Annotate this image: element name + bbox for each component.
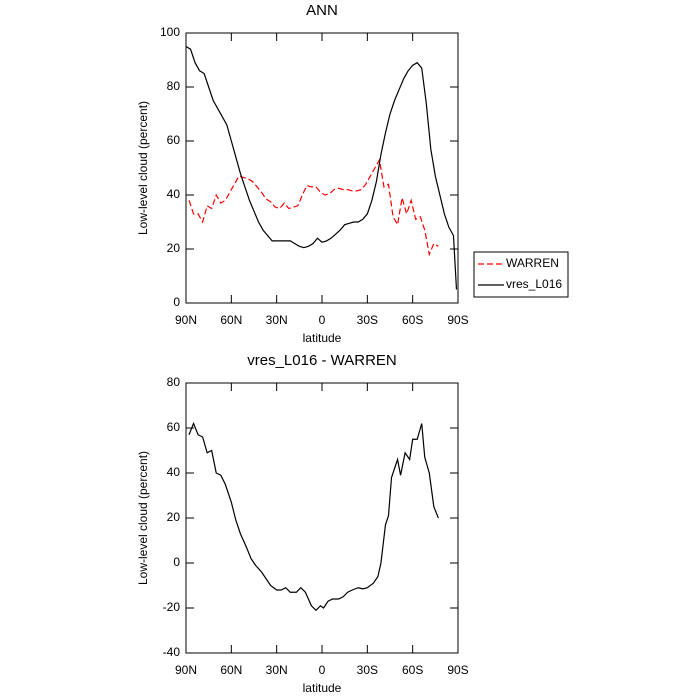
x-tick-label: 60S	[402, 663, 423, 677]
plot-frame	[185, 382, 459, 654]
x-tick-label: 0	[319, 313, 326, 327]
x-tick-label: 90S	[447, 663, 468, 677]
y-tick-label: 80	[167, 375, 181, 389]
x-tick-label: 30N	[266, 663, 288, 677]
x-tick-label: 90S	[447, 313, 468, 327]
x-axis-title: latitude	[303, 681, 342, 695]
x-tick-label: 60N	[220, 663, 242, 677]
x-tick-label: 30S	[357, 313, 378, 327]
y-axis-title: Low-level cloud (percent)	[136, 101, 150, 235]
data-line	[188, 421, 439, 612]
y-tick-label: 40	[167, 187, 181, 201]
y-tick-label: 40	[167, 465, 181, 479]
legend-box	[473, 251, 569, 298]
legend-label: WARREN	[506, 256, 559, 270]
y-axis-title: Low-level cloud (percent)	[136, 451, 150, 585]
y-tick-label: 80	[167, 79, 181, 93]
x-tick-label: 30N	[266, 313, 288, 327]
x-tick-label: 0	[319, 663, 326, 677]
x-axis-title: latitude	[303, 331, 342, 345]
y-tick-label: -40	[163, 645, 181, 659]
y-tick-label: 0	[173, 295, 180, 309]
y-tick-label: 20	[167, 510, 181, 524]
data-line	[188, 158, 439, 257]
y-tick-label: -20	[163, 600, 181, 614]
chart-title: ANN	[306, 2, 338, 19]
y-tick-label: 20	[167, 241, 181, 255]
y-tick-label: 60	[167, 133, 181, 147]
data-line	[185, 45, 458, 290]
y-tick-label: 60	[167, 420, 181, 434]
x-tick-label: 30S	[357, 663, 378, 677]
plot-frame	[185, 32, 459, 304]
legend-label: vres_L016	[506, 277, 562, 291]
y-tick-label: 0	[173, 555, 180, 569]
x-tick-label: 60S	[402, 313, 423, 327]
chart-title: vres_L016 - WARREN	[247, 352, 397, 369]
y-tick-label: 100	[160, 25, 180, 39]
x-tick-label: 90N	[175, 313, 197, 327]
x-tick-label: 60N	[220, 313, 242, 327]
x-tick-label: 90N	[175, 663, 197, 677]
